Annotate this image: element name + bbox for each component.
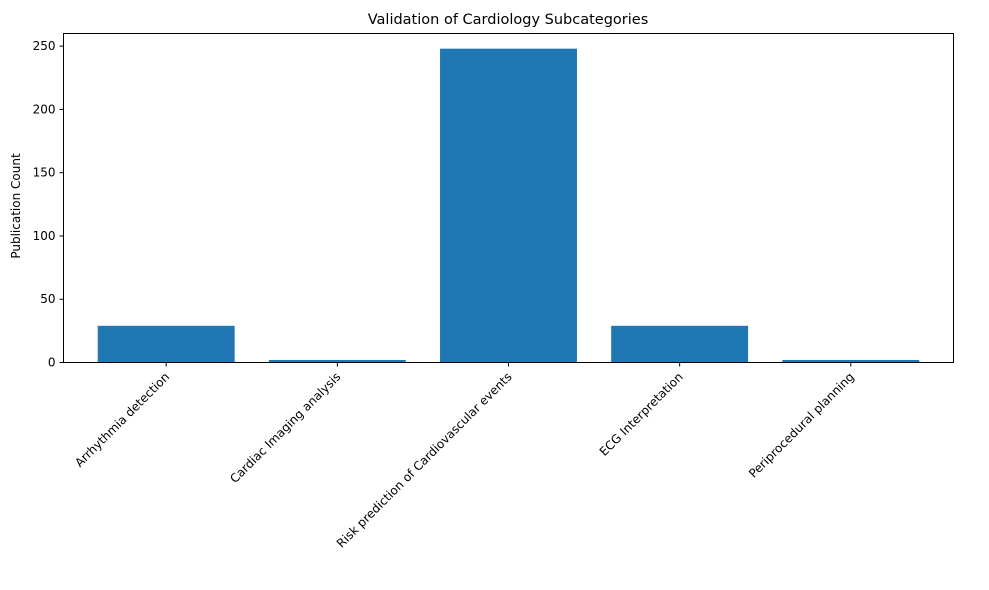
x-tick-label-3: ECG Interpretation [597, 370, 686, 459]
bar-3 [611, 325, 749, 363]
y-tick-label-2: 100 [33, 229, 56, 243]
x-tick-label-2: Risk prediction of Cardiovascular events [334, 370, 515, 551]
y-tick-label-1: 50 [40, 292, 55, 306]
y-axis: 0 50 100 150 200 250 [33, 39, 64, 370]
bar-2 [440, 48, 577, 363]
y-tick-label-5: 250 [33, 39, 56, 53]
y-axis-label: Publication Count [9, 153, 23, 259]
bar-0 [97, 325, 235, 363]
bars-group [97, 48, 920, 363]
y-tick-label-0: 0 [48, 356, 56, 370]
bar-4 [782, 359, 920, 363]
x-tick-label-1: Cardiac Imaging analysis [227, 370, 343, 486]
plot-frame [63, 33, 954, 363]
chart-title: Validation of Cardiology Subcategories [368, 12, 649, 28]
x-axis: Arrhythmia detection Cardiac Imaging anal… [72, 362, 857, 551]
y-tick-label-3: 150 [33, 166, 56, 180]
y-tick-label-4: 200 [33, 102, 56, 116]
x-tick-label-4: Periprocedural planning [746, 370, 857, 481]
x-tick-label-0: Arrhythmia detection [72, 370, 172, 470]
bar-1 [268, 359, 406, 363]
